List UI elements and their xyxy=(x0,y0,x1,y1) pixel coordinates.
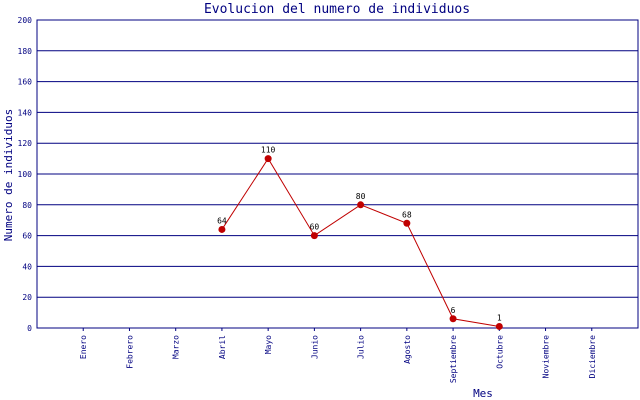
x-tick-label: Diciembre xyxy=(588,335,597,379)
y-tick-label: 120 xyxy=(18,139,33,148)
marker xyxy=(264,155,272,163)
x-axis-label: Mes xyxy=(473,387,493,400)
y-tick-label: 180 xyxy=(18,47,33,56)
x-tick-label: Junio xyxy=(310,335,319,359)
y-tick-label: 80 xyxy=(22,201,32,210)
data-label: 6 xyxy=(451,306,456,315)
data-label: 64 xyxy=(217,216,227,225)
x-tick-label: Enero xyxy=(79,335,88,359)
marker xyxy=(495,322,503,330)
line xyxy=(221,157,500,327)
x-tick-label: Octubre xyxy=(495,335,504,369)
data-label: 80 xyxy=(356,192,366,201)
y-tick-label: 0 xyxy=(27,324,32,333)
x-tick-label: Septiembre xyxy=(449,335,458,383)
y-tick-label: 40 xyxy=(22,262,32,271)
data-label: 110 xyxy=(261,146,276,155)
chart-title: Evolucion del numero de individuos xyxy=(204,2,470,17)
x-tick-label: Agosto xyxy=(403,335,412,364)
marker xyxy=(218,225,226,233)
y-tick-label: 200 xyxy=(18,16,33,25)
data-label: 60 xyxy=(310,223,320,232)
y-axis-label: Numero de individuos xyxy=(2,109,15,241)
y-tick-label: 100 xyxy=(18,170,33,179)
marker xyxy=(449,315,457,323)
marker xyxy=(403,219,411,227)
x-tick-label: Julio xyxy=(357,335,366,359)
x-tick-label: Marzo xyxy=(172,335,181,359)
x-tick-label: Noviembre xyxy=(542,335,551,379)
y-tick-label: 20 xyxy=(22,293,32,302)
x-tick-label: Febrero xyxy=(125,335,134,369)
data-label: 1 xyxy=(497,313,502,322)
y-tick-label: 60 xyxy=(22,232,32,241)
marker xyxy=(310,232,318,240)
y-tick-label: 140 xyxy=(18,108,33,117)
x-tick-label: Mayo xyxy=(264,335,273,354)
marker xyxy=(357,201,365,209)
y-tick-label: 160 xyxy=(18,78,33,87)
data-label: 68 xyxy=(402,210,412,219)
x-tick-label: Abril xyxy=(218,335,227,359)
